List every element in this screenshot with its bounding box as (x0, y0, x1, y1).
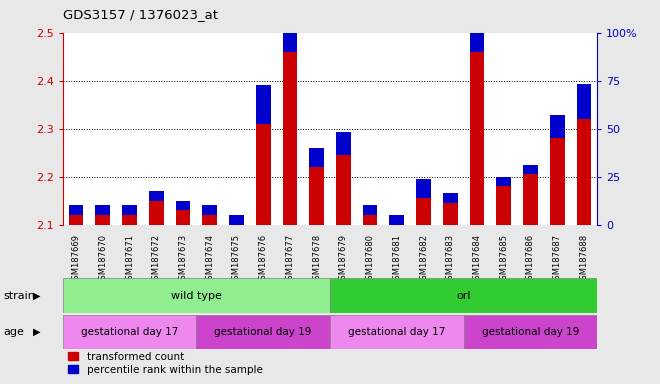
Bar (203, 215, 217, 225)
Bar (176, 210, 190, 225)
Text: gestational day 17: gestational day 17 (348, 327, 446, 337)
Bar (523, 174, 538, 225)
Bar (363, 215, 378, 225)
Bar (63, 278, 330, 313)
Bar (363, 205, 378, 215)
Text: gestational day 19: gestational day 19 (214, 327, 312, 337)
Bar (416, 198, 431, 225)
Bar (122, 205, 137, 215)
Bar (496, 186, 511, 225)
Text: gestational day 19: gestational day 19 (482, 327, 579, 337)
Bar (330, 315, 463, 349)
Bar (282, 13, 297, 52)
Bar (336, 155, 350, 225)
Bar (96, 205, 110, 215)
Bar (149, 191, 164, 200)
Bar (550, 115, 564, 138)
Bar (470, 17, 484, 52)
Text: age: age (3, 327, 24, 337)
Bar (389, 215, 404, 225)
Bar (197, 315, 330, 349)
Bar (310, 167, 324, 225)
Bar (310, 148, 324, 167)
Bar (282, 52, 297, 225)
Bar (523, 165, 538, 174)
Bar (577, 84, 591, 119)
Bar (416, 179, 431, 198)
Bar (256, 124, 271, 225)
Bar (149, 201, 164, 225)
Bar (496, 177, 511, 186)
Legend: transformed count, percentile rank within the sample: transformed count, percentile rank withi… (68, 352, 263, 375)
Bar (463, 315, 597, 349)
Bar (69, 205, 83, 215)
Bar (470, 52, 484, 225)
Bar (203, 205, 217, 215)
Text: wild type: wild type (171, 291, 222, 301)
Text: orl: orl (457, 291, 471, 301)
Bar (176, 200, 190, 210)
Bar (336, 132, 350, 155)
Bar (577, 119, 591, 225)
Bar (122, 215, 137, 225)
Bar (550, 138, 564, 225)
Bar (443, 203, 457, 225)
Text: ▶: ▶ (32, 327, 40, 337)
Bar (330, 278, 597, 313)
Bar (229, 215, 244, 225)
Bar (256, 86, 271, 124)
Text: gestational day 17: gestational day 17 (81, 327, 178, 337)
Text: strain: strain (3, 291, 35, 301)
Text: GDS3157 / 1376023_at: GDS3157 / 1376023_at (63, 8, 218, 21)
Bar (96, 215, 110, 225)
Bar (63, 315, 197, 349)
Bar (443, 194, 457, 203)
Text: ▶: ▶ (32, 291, 40, 301)
Bar (69, 215, 83, 225)
